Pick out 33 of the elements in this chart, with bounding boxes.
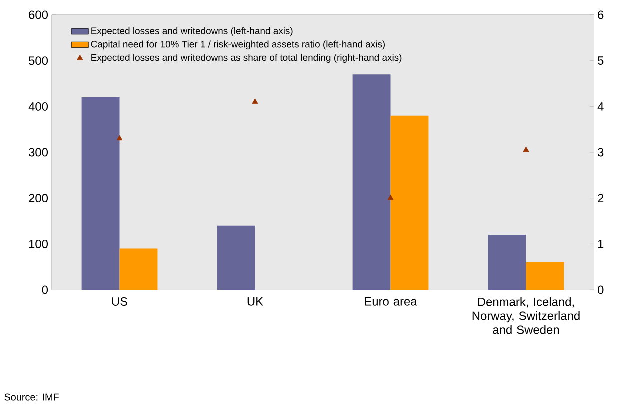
bar <box>390 116 429 290</box>
y2-tick-label: 1 <box>598 240 604 248</box>
y2-tick-label: 5 <box>598 56 604 65</box>
x-tick-label: UK <box>248 298 264 306</box>
y-tick-label: 0 <box>42 286 48 294</box>
y2-tick-label: 2 <box>598 194 604 203</box>
bar <box>352 74 391 290</box>
y-tick-label: 100 <box>29 240 48 248</box>
point <box>116 135 123 141</box>
x-tick-label: US <box>112 298 128 306</box>
bar <box>120 248 158 290</box>
source-note: Source: IMF <box>4 394 59 401</box>
y2-tick-label: 0 <box>598 286 604 294</box>
bar <box>82 98 120 290</box>
y-tick-label: 400 <box>28 102 48 111</box>
y-tick-label: 300 <box>28 148 48 157</box>
legend-label: Expected losses and writedowns as share of total lending (right-hand axis) <box>92 54 402 63</box>
y2-tick-label: 4 <box>598 102 604 111</box>
legend-label: Capital need for 10% Tier 1 / risk-weighted assets ratio (left-hand axis) <box>91 40 385 50</box>
legend-label: Expected losses and writedowns (left-hand axis) <box>92 27 293 36</box>
bar <box>488 235 526 290</box>
y-tick-label: 600 <box>29 10 48 20</box>
point <box>523 146 530 152</box>
y-tick-label: 500 <box>29 56 48 66</box>
bar <box>217 226 256 290</box>
y2-tick-label: 6 <box>598 10 604 20</box>
point <box>252 98 258 104</box>
y-tick-label: 200 <box>29 194 48 203</box>
x-tick-label: Denmark, Iceland, Norway, Switzerland and Sweden <box>472 298 580 334</box>
bar <box>526 262 564 290</box>
point <box>388 194 394 200</box>
x-tick-label: Euro area <box>365 298 418 306</box>
y2-tick-label: 3 <box>598 148 604 157</box>
